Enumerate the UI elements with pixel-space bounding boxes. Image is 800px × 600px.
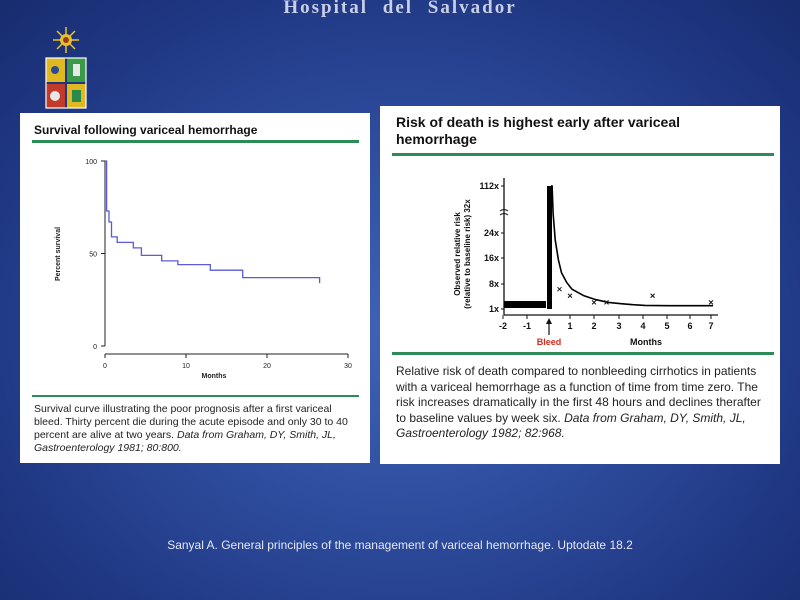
survival-x-axis-label: Months bbox=[202, 373, 227, 380]
risk-data-marker bbox=[708, 300, 714, 305]
survival-x-tick-label: 10 bbox=[182, 363, 190, 370]
survival-x-tick-label: 0 bbox=[103, 363, 107, 370]
survival-chart-panel: Survival following variceal hemorrhage 0… bbox=[20, 113, 370, 463]
pre-bleed-baseline-bar bbox=[504, 301, 546, 308]
risk-data-marker bbox=[650, 293, 655, 299]
survival-x-tick-label: 20 bbox=[263, 363, 271, 370]
survival-caption: Survival curve illustrating the poor pro… bbox=[34, 403, 358, 455]
risk-caption-source: Data from Graham, DY, Smith, JL, Gastroe… bbox=[396, 410, 746, 441]
survival-curve-chart: 0 50 100 0 10 20 30 Percent survival Months bbox=[55, 159, 352, 380]
risk-y-tick-label: 8x bbox=[489, 279, 499, 289]
footer-citation: Sanyal A. General principles of the mana… bbox=[167, 538, 633, 552]
risk-y-tick-label: 1x bbox=[489, 304, 499, 314]
risk-panel-title: Risk of death is highest early after var… bbox=[396, 114, 681, 147]
survival-caption-divider bbox=[32, 395, 359, 397]
risk-x-tick-label: 2 bbox=[591, 321, 596, 331]
risk-y-tick-label: 112x bbox=[479, 181, 499, 191]
hospital-crest-logo bbox=[45, 27, 87, 109]
risk-x-tick-label: 3 bbox=[616, 321, 621, 331]
risk-x-tick-label: 5 bbox=[664, 321, 669, 331]
risk-x-tick-label: -2 bbox=[499, 321, 507, 331]
risk-x-tick-label: -1 bbox=[523, 321, 531, 331]
axis-break-icon bbox=[499, 209, 509, 216]
survival-panel-title: Survival following variceal hemorrhage bbox=[34, 123, 258, 137]
risk-title-divider bbox=[392, 153, 774, 156]
survival-y-axis-label: Percent survival bbox=[55, 227, 62, 281]
survival-x-tick-label: 30 bbox=[344, 363, 352, 370]
risk-y-tick-label: 16x bbox=[484, 253, 499, 263]
survival-y-tick-label: 50 bbox=[89, 252, 97, 259]
shield-icon bbox=[45, 57, 87, 109]
risk-caption-text: Relative risk of death compared to nonbl… bbox=[396, 364, 761, 425]
header-title: Hospital del Salvador bbox=[283, 0, 517, 18]
survival-curve-line bbox=[105, 160, 321, 284]
risk-caption: Relative risk of death compared to nonbl… bbox=[396, 364, 771, 442]
risk-x-tick-label: 6 bbox=[687, 321, 692, 331]
risk-x-tick-label: 4 bbox=[640, 321, 645, 331]
risk-caption-divider bbox=[392, 352, 774, 355]
survival-title-divider bbox=[32, 140, 359, 143]
risk-chart-panel: Risk of death is highest early after var… bbox=[380, 106, 780, 464]
risk-x-axis-label: Months bbox=[630, 337, 662, 347]
survival-caption-source: Data from Graham, DY, Smith, JL, Gastroe… bbox=[34, 429, 336, 454]
risk-data-marker bbox=[591, 300, 597, 305]
bleed-annotation: Bleed bbox=[537, 337, 562, 347]
bleed-arrow-icon bbox=[546, 318, 552, 335]
risk-x-tick-label: 7 bbox=[708, 321, 713, 331]
risk-data-marker bbox=[557, 286, 562, 292]
relative-risk-curve bbox=[551, 185, 713, 307]
survival-y-tick-label: 100 bbox=[85, 159, 97, 166]
bleed-spike-bar bbox=[547, 186, 552, 309]
risk-data-marker bbox=[604, 300, 609, 305]
relative-risk-chart: 1x 8x 16x 24x 112x -2 -1 1 2 3 4 5 6 7 Bleed Months O… bbox=[453, 178, 718, 347]
survival-y-tick-label: 0 bbox=[93, 344, 97, 351]
survival-caption-text: Survival curve illustrating the poor pro… bbox=[34, 403, 348, 441]
sun-emblem-icon bbox=[53, 27, 79, 53]
risk-x-tick-label: 1 bbox=[567, 321, 572, 331]
risk-data-marker bbox=[567, 293, 573, 299]
risk-y-tick-label: 24x bbox=[484, 228, 499, 238]
risk-y-axis-label: Observed relative risk(relative to basel… bbox=[453, 199, 472, 309]
